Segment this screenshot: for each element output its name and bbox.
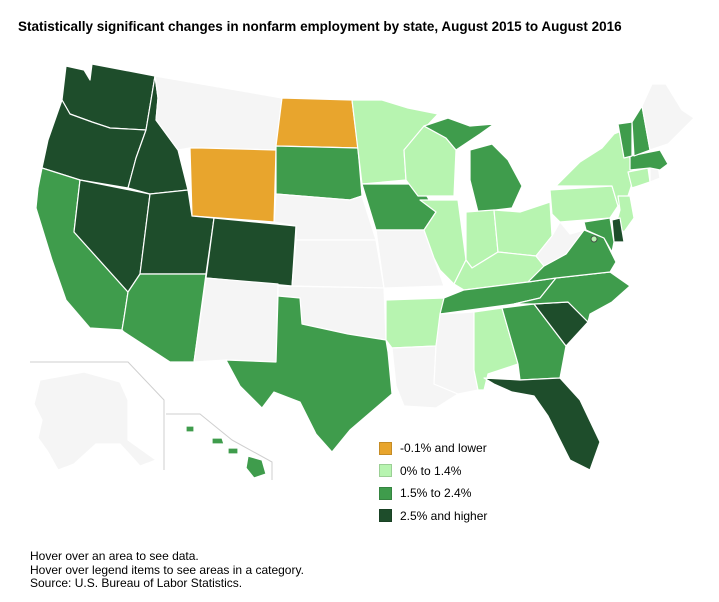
state-TX[interactable]: Texas	[225, 295, 393, 453]
state-ND[interactable]: North Dakota	[275, 97, 359, 149]
state-FL[interactable]: Florida	[483, 377, 601, 471]
legend-item-2-5-and-higher[interactable]: 2.5% and higher	[379, 505, 487, 528]
legend-swatch	[379, 486, 392, 500]
alaska-inset-frame	[30, 361, 165, 470]
state-MI[interactable]: Michigan	[469, 143, 523, 213]
state-AR[interactable]: Arkansas	[385, 297, 445, 349]
state-VT[interactable]: Vermont	[617, 121, 633, 159]
state-CO[interactable]: Colorado	[205, 217, 297, 287]
hover-area-note: Hover over an area to see data.	[30, 549, 199, 563]
legend-item-1-5-to-2-4[interactable]: 1.5% to 2.4%	[379, 482, 487, 505]
legend-swatch	[379, 464, 392, 478]
state-AK[interactable]: Alaska	[33, 371, 157, 471]
legend-swatch	[379, 509, 392, 523]
state-DC[interactable]: District of Columbia	[590, 235, 598, 243]
state-MI-UP[interactable]: Michigan	[423, 117, 495, 151]
state-IL[interactable]: Illinois	[419, 199, 467, 285]
legend-swatch	[379, 441, 392, 455]
state-CT[interactable]: Connecticut	[627, 167, 651, 189]
state-WY[interactable]: Wyoming	[189, 147, 277, 223]
state-PA[interactable]: Pennsylvania	[549, 185, 619, 223]
legend-item-lower[interactable]: -0.1% and lower	[379, 437, 487, 460]
legend-label: 2.5% and higher	[400, 508, 488, 523]
map-title: Statistically significant changes in non…	[18, 19, 622, 34]
map-legend: -0.1% and lower 0% to 1.4% 1.5% to 2.4% …	[379, 437, 487, 527]
state-WV[interactable]: West Virginia	[535, 221, 585, 267]
state-KS[interactable]: Kansas	[291, 239, 385, 289]
state-ME[interactable]: Maine	[641, 83, 695, 151]
legend-label: 0% to 1.4%	[400, 463, 462, 478]
legend-label: -0.1% and lower	[400, 441, 487, 456]
state-SD[interactable]: South Dakota	[275, 145, 363, 201]
state-MS[interactable]: Mississippi	[433, 311, 479, 395]
legend-item-0-to-1-4[interactable]: 0% to 1.4%	[379, 460, 487, 483]
state-HI[interactable]: Hawaii	[185, 425, 267, 479]
state-AZ[interactable]: Arizona	[121, 273, 207, 363]
legend-label: 1.5% to 2.4%	[400, 486, 472, 501]
state-NM[interactable]: New Mexico	[193, 277, 279, 363]
state-MA[interactable]: Massachusetts	[629, 149, 669, 171]
hover-legend-note: Hover over legend items to see areas in …	[30, 562, 304, 577]
state-MD[interactable]: Maryland	[583, 217, 615, 253]
state-MT[interactable]: Montana	[154, 75, 283, 151]
source-note: Source: U.S. Bureau of Labor Statistics.	[30, 576, 243, 590]
footer-notes: Hover over an area to see data. Hover ov…	[30, 549, 304, 591]
hawaii-inset-frame	[166, 413, 273, 480]
